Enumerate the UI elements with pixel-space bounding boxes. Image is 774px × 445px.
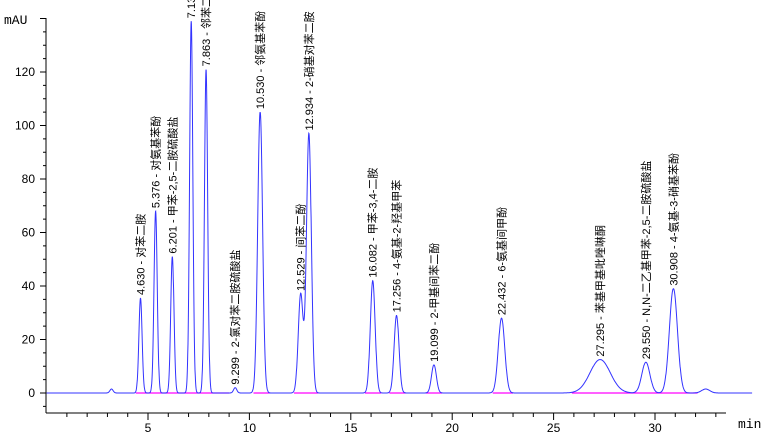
x-tick-label: 25 — [547, 421, 561, 435]
peak-label: 5.376 - 对氨基苯酚 — [149, 116, 163, 208]
x-tick-label: 30 — [648, 421, 662, 435]
x-tick-label: 10 — [243, 421, 257, 435]
peak-label: 22.432 - 6-氨基间甲酚 — [495, 207, 509, 315]
x-tick-label: 15 — [344, 421, 358, 435]
peak-label: 27.295 - 苯基甲基吡唑啉酮 — [593, 225, 607, 356]
peak-label: 7.863 - 邻苯二胺 — [199, 0, 213, 66]
y-tick-label: 80 — [22, 172, 36, 186]
peak-label: 16.082 - 甲苯-3,4-二胺 — [366, 168, 380, 278]
peak-label: 4.630 - 对苯二胺 — [133, 214, 147, 295]
peak-label: 30.908 - 4-氨基-3-硝基苯酚 — [666, 153, 680, 286]
y-axis-label: mAU — [4, 13, 27, 28]
x-tick-label: 5 — [145, 421, 152, 435]
peak-label: 9.299 - 2-氯对苯二胺硫酸盐 — [228, 250, 242, 385]
y-tick-label: 120 — [15, 65, 35, 79]
peak-label: 12.934 - 2-硝基对苯二胺 — [302, 11, 316, 130]
peak-label: 12.529 - 间苯二酚 — [294, 204, 308, 291]
x-tick-label: 20 — [446, 421, 460, 435]
y-tick-label: 40 — [22, 279, 36, 293]
peak-label: 29.550 - N,N-二乙基甲苯-2,5-二胺硫酸盐 — [639, 161, 653, 360]
y-tick-label: 60 — [22, 226, 36, 240]
y-tick-label: 20 — [22, 333, 36, 347]
y-tick-label: 0 — [28, 386, 35, 400]
signal-trace — [46, 21, 753, 394]
peak-label: 17.256 - 4-氨基-2-羟基甲苯 — [390, 180, 404, 313]
y-tick-label: 100 — [15, 119, 35, 133]
peak-label: 19.099 - 2-甲基间苯二酚 — [427, 243, 441, 362]
axes: 0 20 40 60 80 100 120 5 10 15 20 25 30 — [15, 18, 726, 435]
x-axis-label: min — [738, 417, 761, 432]
peak-label: 7.131 - 间氨基苯酚 — [184, 0, 198, 18]
peak-label: 10.530 - 邻氨基苯酚 — [253, 11, 267, 109]
peak-label: 6.201 - 甲苯-2,5-二胺硫酸盐 — [165, 117, 179, 254]
